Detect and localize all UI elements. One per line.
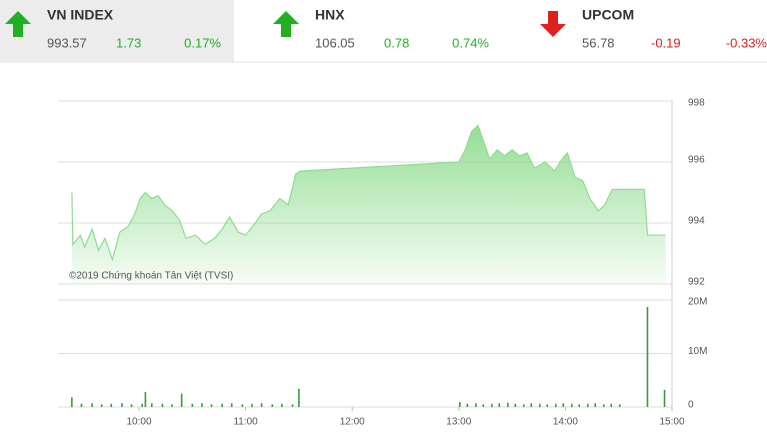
volume-bar (663, 389, 666, 407)
volume-bar (546, 404, 549, 407)
volume-bar (578, 404, 581, 407)
volume-bar (523, 404, 525, 407)
index-name: HNX (315, 7, 345, 23)
volume-bar (562, 403, 565, 407)
volume-bar (570, 403, 573, 407)
volume-bar (161, 403, 164, 407)
volume-bar (602, 404, 605, 407)
x-tick-label: 12:00 (340, 417, 365, 428)
volume-bar (594, 403, 597, 407)
volume-bar (110, 403, 113, 407)
volume-bar (171, 404, 173, 407)
volume-bar (491, 403, 493, 407)
volume-bar (498, 403, 501, 407)
x-tick-label: 11:00 (233, 417, 258, 428)
price-line (71, 124, 666, 262)
volume-bar (144, 392, 147, 407)
index-change: -0.19 (651, 35, 681, 50)
watermark: ©2019 Chứng khoán Tân Việt (TVSI) (69, 271, 233, 282)
index-tab[interactable] (535, 0, 767, 62)
volume-bar (180, 393, 183, 407)
volume-bar (610, 403, 613, 407)
volume-bar (586, 403, 589, 407)
volume-bar (507, 402, 509, 407)
volume-bar (80, 403, 83, 407)
index-value: 56.78 (582, 35, 615, 50)
volume-bar (466, 403, 469, 407)
volume-bar (260, 403, 263, 407)
volume-bar (530, 403, 533, 407)
arrow-down-icon (540, 11, 566, 37)
index-percent: -0.33% (726, 35, 767, 50)
index-percent: 0.74% (452, 35, 489, 50)
index-change: 1.73 (116, 35, 141, 50)
index-percent: 0.17% (184, 35, 221, 50)
x-tick-label: 10:00 (126, 417, 151, 428)
arrow-up-icon (5, 11, 31, 37)
y-tick-label: 998 (688, 98, 705, 109)
volume-bar (646, 306, 649, 407)
index-value: 993.57 (47, 35, 87, 50)
volume-bar (475, 403, 477, 407)
volume-bar (221, 403, 223, 407)
volume-bar (230, 403, 233, 407)
x-tick-label: 13:00 (446, 417, 471, 428)
volume-bar (91, 403, 93, 407)
volume-bar (281, 403, 283, 407)
volume-bar (618, 404, 621, 407)
volume-bar (151, 403, 153, 407)
volume-bar (191, 403, 194, 407)
index-name: VN INDEX (47, 7, 114, 23)
volume-bar (130, 404, 133, 407)
volume-bar (539, 403, 541, 407)
y-tick-label: 996 (688, 155, 705, 166)
volume-bar (141, 403, 144, 407)
selected-tab-bg (0, 0, 234, 62)
x-tick-label: 14:00 (553, 417, 578, 428)
y-tick-label: 0 (688, 400, 694, 411)
y-tick-label: 994 (688, 216, 705, 227)
volume-bar (514, 403, 517, 407)
y-tick-label: 992 (688, 277, 705, 288)
volume-bar (555, 403, 557, 407)
volume-bar (71, 397, 73, 407)
volume-bar (291, 404, 294, 407)
volume-bar (201, 403, 203, 407)
volume-bar (271, 404, 274, 407)
index-tab[interactable] (268, 0, 502, 62)
index-change: 0.78 (384, 35, 409, 50)
index-name: UPCOM (582, 7, 634, 23)
arrow-up-icon (273, 11, 299, 37)
y-tick-label: 10M (688, 346, 707, 357)
volume-bar (241, 404, 244, 407)
y-tick-label: 20M (688, 297, 707, 308)
x-tick-label: 15:00 (659, 417, 684, 428)
volume-bar (459, 402, 461, 407)
volume-bar (482, 404, 485, 407)
index-value: 106.05 (315, 35, 355, 50)
volume-bar (121, 403, 123, 407)
index-tab[interactable] (0, 0, 234, 62)
price-area (71, 125, 666, 285)
volume-bar (100, 404, 103, 407)
volume-bar (251, 403, 253, 407)
volume-bar (298, 388, 300, 407)
volume-bar (210, 404, 213, 407)
